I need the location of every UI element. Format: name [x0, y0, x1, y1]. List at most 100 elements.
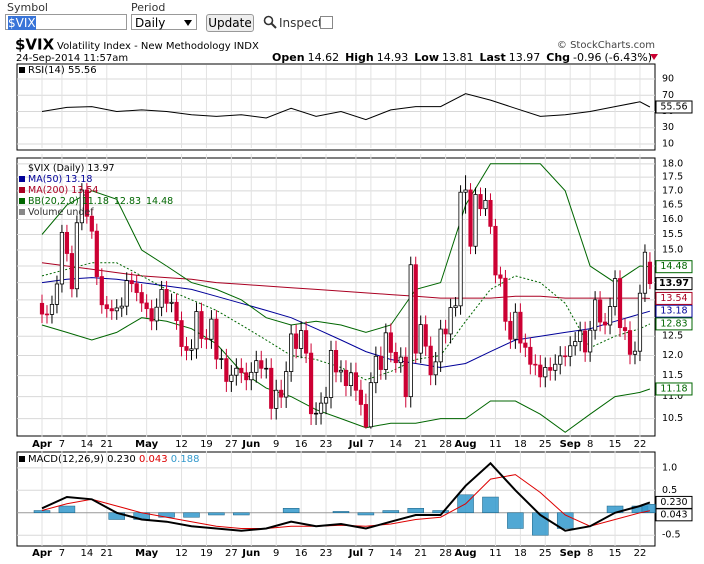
symbol-input[interactable]: $VIX	[5, 14, 127, 30]
legend-marker	[19, 209, 25, 215]
y-tick-label: -0.5	[662, 530, 681, 541]
legend-text: RSI(14)	[28, 65, 65, 76]
x-tick-label: 25	[539, 439, 552, 450]
candle-body	[583, 330, 588, 353]
update-button[interactable]: Update	[206, 14, 254, 32]
x-tick-label: 12	[175, 439, 188, 450]
candle-body	[593, 299, 598, 331]
x-tick-label: 15	[609, 439, 622, 450]
x-tick-label: Sep	[560, 548, 581, 559]
y-tick-label: 10	[662, 138, 674, 149]
y-tick-label: 12.5	[662, 331, 683, 342]
y-tick-label: 15.5	[662, 229, 683, 240]
macd-line	[41, 461, 651, 532]
quote-value: 14.93	[376, 51, 409, 64]
x-tick-label: 19	[200, 548, 213, 559]
candle-body	[289, 333, 294, 372]
candle-body	[129, 280, 134, 285]
x-tick-label: 22	[634, 548, 647, 559]
x-tick-label: 25	[539, 548, 552, 559]
y-tick-label: 18.0	[662, 158, 683, 169]
y-tick-label: 10.5	[662, 413, 683, 424]
candle-body	[493, 225, 498, 276]
histogram-bar	[208, 512, 225, 516]
candle-body	[109, 308, 114, 312]
x-tick-label: 27	[225, 439, 238, 450]
x-tick-label: 14	[80, 548, 93, 559]
candle-body	[164, 289, 169, 304]
histogram-bar	[33, 510, 51, 514]
candle-body	[264, 367, 269, 370]
candle-body	[174, 301, 179, 321]
y-tick-label: 11.0	[662, 391, 683, 402]
inspect-checkbox[interactable]	[320, 16, 333, 29]
legend-entry: MACD(12,26,9) 0.230 0.043 0.188	[28, 454, 199, 465]
candle-body	[498, 274, 503, 279]
x-tick-label: 9	[273, 548, 279, 559]
quote-label: Chg	[546, 51, 571, 64]
candle-body	[573, 341, 578, 347]
x-tick-label: 7	[368, 439, 374, 450]
candle-body	[483, 199, 488, 210]
period-select[interactable]: Daily	[131, 14, 197, 30]
quote-label: Open	[272, 51, 305, 64]
legend-value: 0.230	[107, 454, 136, 465]
candle-body	[612, 278, 618, 307]
candle-body	[194, 311, 199, 350]
candle-body	[632, 350, 638, 355]
y-tick-label: 17.5	[662, 172, 683, 183]
legend-entry: MA(50) 13.18	[28, 174, 92, 185]
candle-body	[553, 363, 558, 371]
histogram-bar	[432, 510, 449, 514]
source: © StockCharts.com	[557, 40, 655, 51]
candle-body	[84, 189, 89, 217]
value-tag	[655, 304, 693, 318]
candle-body	[318, 402, 324, 414]
period-label: Period	[131, 1, 166, 14]
candle-body	[69, 253, 74, 290]
value-tag-label: 12.83	[660, 318, 687, 329]
legend-text: MA(200)	[28, 185, 68, 196]
candle-body	[548, 367, 553, 371]
candle-body	[54, 283, 60, 305]
x-tick-label: 28	[439, 439, 452, 450]
candle-body	[104, 304, 109, 310]
candle-body	[169, 301, 174, 304]
period-value: Daily	[135, 16, 166, 30]
x-tick-label: 8	[587, 548, 593, 559]
quote-label: High	[345, 51, 374, 64]
candle-body	[184, 346, 189, 351]
candle-body	[89, 215, 94, 232]
legend-text: MA(50)	[28, 174, 62, 185]
y-tick-label: 16.0	[662, 214, 683, 225]
value-tag	[655, 100, 693, 114]
x-tick-label: 7	[59, 439, 65, 450]
moving-average	[41, 262, 650, 299]
value-tag	[655, 317, 693, 331]
x-tick-label: May	[135, 439, 158, 450]
candle-body	[468, 189, 473, 247]
x-tick-label: 9	[273, 439, 279, 450]
candle-body	[74, 222, 79, 290]
quote-value: 14.62	[307, 51, 340, 64]
candle-body	[239, 367, 244, 374]
x-tick-label: 14	[389, 548, 402, 559]
legend-value: 14.48	[146, 196, 173, 207]
candle-body	[229, 374, 234, 382]
candle-body	[602, 321, 608, 326]
candle-body	[513, 311, 518, 340]
candle-body	[294, 333, 299, 349]
candle-body	[438, 328, 443, 363]
candle-body	[358, 389, 364, 405]
dropdown-arrow	[184, 20, 192, 26]
x-tick-label: May	[135, 548, 158, 559]
inspect-label: Inspect	[279, 16, 323, 30]
candle-body	[179, 320, 184, 347]
legend-text: 13.18	[65, 174, 92, 185]
x-tick-label: Apr	[32, 439, 52, 450]
candle-body	[244, 372, 249, 381]
candle-body	[647, 261, 653, 285]
candle-body	[588, 329, 593, 353]
legend-text: BB(20,2.0)	[28, 196, 79, 207]
candle-body	[44, 313, 50, 316]
